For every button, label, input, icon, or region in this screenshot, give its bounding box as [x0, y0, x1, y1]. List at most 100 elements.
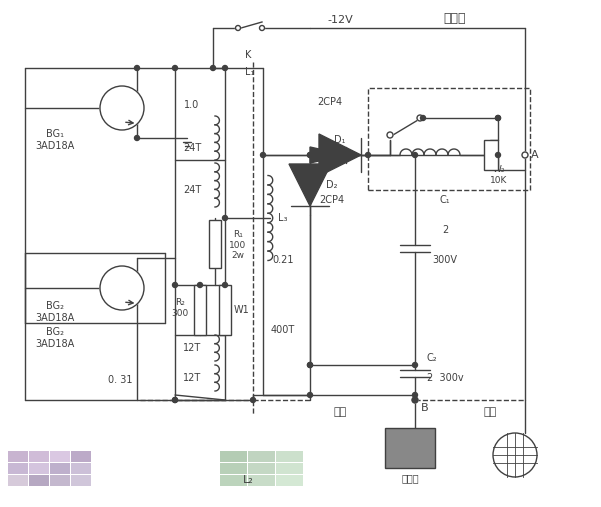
Bar — [276, 451, 303, 462]
Text: C₁: C₁ — [440, 195, 450, 205]
Text: B: B — [421, 403, 429, 413]
Polygon shape — [310, 147, 346, 163]
Bar — [385, 428, 435, 468]
Circle shape — [100, 266, 144, 310]
Bar — [29, 463, 49, 474]
Bar — [50, 451, 70, 462]
Text: W₂
10K: W₂ 10K — [490, 165, 508, 185]
Bar — [368, 88, 530, 190]
Text: L₂: L₂ — [243, 475, 254, 485]
Circle shape — [135, 65, 139, 70]
Circle shape — [308, 392, 313, 397]
Bar — [220, 463, 247, 474]
Text: A: A — [531, 150, 539, 160]
Text: 2: 2 — [442, 225, 448, 235]
Circle shape — [260, 25, 264, 30]
Bar — [8, 451, 28, 462]
Text: K: K — [245, 50, 251, 60]
Bar — [50, 475, 70, 486]
Bar — [71, 475, 91, 486]
Bar — [248, 475, 275, 486]
Circle shape — [172, 397, 177, 403]
Bar — [484, 140, 498, 170]
Bar — [248, 451, 275, 462]
Text: W1: W1 — [234, 305, 250, 315]
Bar — [71, 451, 91, 462]
Bar — [209, 220, 221, 268]
Text: C₂: C₂ — [427, 353, 438, 363]
Bar — [276, 463, 303, 474]
Bar — [29, 475, 49, 486]
Bar — [71, 463, 91, 474]
Text: 1.0: 1.0 — [185, 100, 200, 110]
Circle shape — [172, 282, 177, 287]
Circle shape — [365, 153, 370, 158]
Circle shape — [172, 65, 177, 70]
Bar — [219, 285, 231, 335]
Bar — [29, 451, 49, 462]
Bar — [8, 463, 28, 474]
Circle shape — [495, 116, 501, 121]
Text: 0.21: 0.21 — [272, 255, 294, 265]
Text: 24T: 24T — [183, 143, 201, 153]
Text: 2CP4: 2CP4 — [317, 97, 343, 107]
Bar — [194, 285, 206, 335]
Text: L₃: L₃ — [278, 213, 288, 223]
Circle shape — [493, 433, 537, 477]
Text: BG₁
3AD18A: BG₁ 3AD18A — [35, 129, 75, 151]
Polygon shape — [289, 164, 331, 206]
Circle shape — [210, 65, 216, 70]
Text: 继电器: 继电器 — [444, 12, 466, 24]
Circle shape — [387, 132, 393, 138]
Text: 400T: 400T — [271, 325, 295, 335]
Circle shape — [412, 397, 418, 403]
Circle shape — [412, 397, 418, 403]
Text: 水域: 水域 — [334, 407, 347, 417]
Circle shape — [172, 397, 177, 403]
Circle shape — [222, 282, 228, 287]
Bar — [220, 475, 247, 486]
Text: D₁: D₁ — [334, 135, 346, 145]
Text: BG₂
3AD18A: BG₂ 3AD18A — [35, 301, 75, 323]
Polygon shape — [319, 134, 361, 176]
Circle shape — [308, 363, 313, 368]
Circle shape — [260, 153, 266, 158]
Circle shape — [495, 116, 501, 121]
Circle shape — [100, 86, 144, 130]
Bar — [248, 463, 275, 474]
Circle shape — [222, 65, 228, 70]
Text: 0. 31: 0. 31 — [108, 375, 132, 385]
Bar — [276, 475, 303, 486]
Text: D₂: D₂ — [326, 180, 338, 190]
Text: L₁: L₁ — [245, 67, 255, 77]
Text: 12T: 12T — [183, 373, 201, 383]
Text: 12T: 12T — [183, 343, 201, 353]
Circle shape — [417, 115, 423, 121]
Circle shape — [412, 363, 418, 368]
Text: R₁
100
2w: R₁ 100 2w — [230, 230, 246, 260]
Circle shape — [495, 153, 501, 158]
Text: 鱼网: 鱼网 — [483, 407, 496, 417]
Bar — [50, 463, 70, 474]
Circle shape — [308, 363, 313, 368]
Circle shape — [412, 392, 418, 397]
Bar — [8, 475, 28, 486]
Circle shape — [308, 153, 313, 158]
Circle shape — [198, 282, 203, 287]
Text: BG₂
3AD18A: BG₂ 3AD18A — [35, 327, 75, 349]
Circle shape — [251, 397, 255, 403]
Text: 2CP4: 2CP4 — [320, 195, 344, 205]
Circle shape — [421, 116, 426, 121]
Text: -12V: -12V — [327, 15, 353, 25]
Circle shape — [135, 135, 139, 140]
Text: 24T: 24T — [183, 185, 201, 195]
Circle shape — [222, 215, 228, 221]
Circle shape — [308, 153, 313, 158]
Bar — [220, 451, 247, 462]
Text: 300V: 300V — [433, 255, 457, 265]
Text: 2  300v: 2 300v — [427, 373, 463, 383]
Text: 金属板: 金属板 — [401, 473, 419, 483]
Text: R₂
300: R₂ 300 — [171, 298, 189, 318]
Circle shape — [522, 152, 528, 158]
Circle shape — [236, 25, 240, 30]
